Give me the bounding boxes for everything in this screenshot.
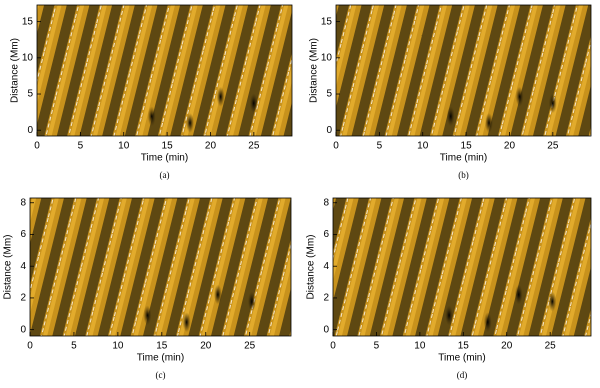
x-tick-label: 0 xyxy=(330,341,336,352)
blob xyxy=(247,291,256,312)
caption: (c) xyxy=(156,370,166,380)
x-tick-label: 0 xyxy=(27,341,33,352)
x-tick-label: 5 xyxy=(374,341,380,352)
y-tick-label: 4 xyxy=(20,261,26,272)
x-tick-label: 20 xyxy=(501,341,513,352)
x-tick-label: 10 xyxy=(118,141,130,152)
blob xyxy=(186,112,194,133)
x-tick-label: 25 xyxy=(244,341,256,352)
blob xyxy=(514,284,523,305)
x-tick-label: 10 xyxy=(414,341,426,352)
y-tick-label: 0 xyxy=(326,125,332,136)
image-area xyxy=(336,5,591,136)
x-tick-label: 15 xyxy=(458,341,470,352)
y-tick-label: 8 xyxy=(323,197,329,208)
blob xyxy=(483,312,492,333)
y-axis-label: Distance (Mm) xyxy=(10,38,21,103)
blob xyxy=(182,312,191,333)
x-tick-label: 15 xyxy=(162,141,174,152)
x-tick-label: 20 xyxy=(200,341,212,352)
x-tick-label: 10 xyxy=(417,141,429,152)
blob xyxy=(485,112,493,133)
blob xyxy=(147,106,156,127)
frame xyxy=(332,197,592,337)
y-tick-label: 8 xyxy=(20,197,26,208)
x-tick-label: 5 xyxy=(78,141,84,152)
y-tick-label: 15 xyxy=(321,16,333,27)
y-tick-label: 2 xyxy=(20,293,26,304)
x-tick-label: 25 xyxy=(547,141,559,152)
blob xyxy=(216,86,225,107)
image-area xyxy=(37,5,292,136)
x-tick-label: 0 xyxy=(333,141,339,152)
y-axis-label: Distance (Mm) xyxy=(3,234,14,299)
blob xyxy=(249,93,258,114)
y-tick-label: 15 xyxy=(22,16,34,27)
x-axis-label: Time (min) xyxy=(440,153,487,164)
y-tick-label: 10 xyxy=(321,52,333,63)
y-tick-label: 5 xyxy=(27,89,33,100)
x-tick-label: 5 xyxy=(71,341,77,352)
x-tick-label: 0 xyxy=(34,141,40,152)
y-tick-label: 5 xyxy=(326,89,332,100)
y-tick-label: 6 xyxy=(323,229,329,240)
frame xyxy=(36,4,293,137)
y-tick-label: 4 xyxy=(323,261,329,272)
frame xyxy=(29,197,292,337)
y-tick-label: 0 xyxy=(27,125,33,136)
caption: (b) xyxy=(458,170,469,180)
y-tick-label: 2 xyxy=(323,293,329,304)
image-area xyxy=(30,198,291,336)
blob xyxy=(548,93,557,114)
x-tick-label: 15 xyxy=(156,341,168,352)
blob xyxy=(445,305,454,326)
x-tick-label: 5 xyxy=(377,141,383,152)
y-axis-label: Distance (Mm) xyxy=(309,38,320,103)
x-tick-label: 20 xyxy=(504,141,516,152)
blob xyxy=(213,284,222,305)
x-axis-label: Time (min) xyxy=(141,153,188,164)
x-tick-label: 25 xyxy=(545,341,557,352)
caption: (d) xyxy=(457,370,468,380)
y-tick-label: 0 xyxy=(323,324,329,335)
x-axis-label: Time (min) xyxy=(137,353,184,364)
blob xyxy=(515,86,524,107)
x-tick-label: 15 xyxy=(461,141,473,152)
y-axis-label: Distance (Mm) xyxy=(306,234,317,299)
x-axis-label: Time (min) xyxy=(438,353,485,364)
frame xyxy=(335,4,592,137)
blob xyxy=(143,305,152,326)
blob xyxy=(446,106,455,127)
x-tick-label: 25 xyxy=(248,141,260,152)
y-tick-label: 6 xyxy=(20,229,26,240)
y-tick-label: 0 xyxy=(20,324,26,335)
blob xyxy=(548,291,557,312)
x-tick-label: 10 xyxy=(112,341,124,352)
x-tick-label: 20 xyxy=(205,141,217,152)
caption: (a) xyxy=(160,170,170,180)
y-tick-label: 10 xyxy=(22,52,34,63)
image-area xyxy=(333,198,591,336)
